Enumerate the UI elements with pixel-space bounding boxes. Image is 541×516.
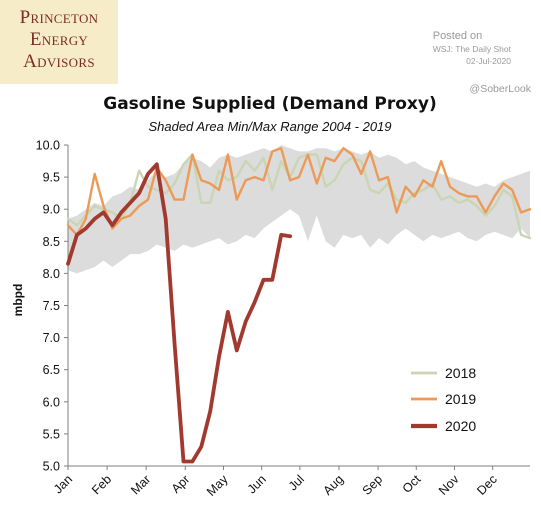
y-tick-label: 9.0 [43,203,60,217]
x-tick-label: Nov [436,472,462,498]
min-max-band [68,145,530,274]
y-tick-label: 6.0 [43,395,60,409]
chart-subtitle: Shaded Area Min/Max Range 2004 - 2019 [148,119,391,134]
y-tick-label: 10.0 [36,139,60,153]
logo-line: Energy [29,29,89,50]
twitter-handle: @SoberLook [469,83,531,95]
posted-date: 02-Jul-2020 [466,56,511,66]
y-tick-label: 5.0 [43,460,60,474]
x-tick-label: Jul [286,472,307,493]
logo: Princeton Energy Advisors [0,0,118,84]
y-tick-label: 8.0 [43,267,60,281]
x-tick-label: Jun [245,472,269,496]
x-tick-label: Jan [51,472,75,496]
y-tick-label: 6.5 [43,363,60,377]
source-label: WSJ: The Daily Shot [432,44,511,54]
y-tick-label: 7.5 [43,299,60,313]
posted-credit: Posted on WSJ: The Daily Shot 02-Jul-202… [433,29,511,67]
y-tick-label: 8.5 [43,235,60,249]
x-tick-label: Feb [89,472,114,497]
logo-line: Princeton [19,7,99,28]
series-line-2019 [66,146,532,237]
posted-on-label: Posted on [432,30,483,42]
logo-line: Advisors [23,51,95,72]
y-axis-label: mbpd [11,284,25,317]
x-tick-label: Apr [169,472,193,496]
y-tick-label: 5.5 [43,427,60,441]
x-tick-label: Mar [128,472,153,497]
y-tick-label: 9.5 [43,171,60,185]
x-tick-label: Oct [400,472,424,496]
x-tick-label: May [204,472,231,499]
plot-area: 5.0 5.5 6.0 6.5 7.0 7.5 8.0 8.5 9.0 9.5 10.0 Jan Feb… [36,139,532,499]
legend-label-2020: 2020 [445,418,476,434]
series-line-2020 [66,162,293,464]
chart-title: Gasoline Supplied (Demand Proxy) [103,94,437,114]
x-tick-label: Aug [320,472,346,498]
legend-label-2019: 2019 [445,391,476,407]
x-tick-label: Sep [360,472,386,498]
y-tick-label: 7.0 [43,331,60,345]
legend-label-2018: 2018 [445,365,476,381]
x-tick-label: Dec [474,472,500,498]
